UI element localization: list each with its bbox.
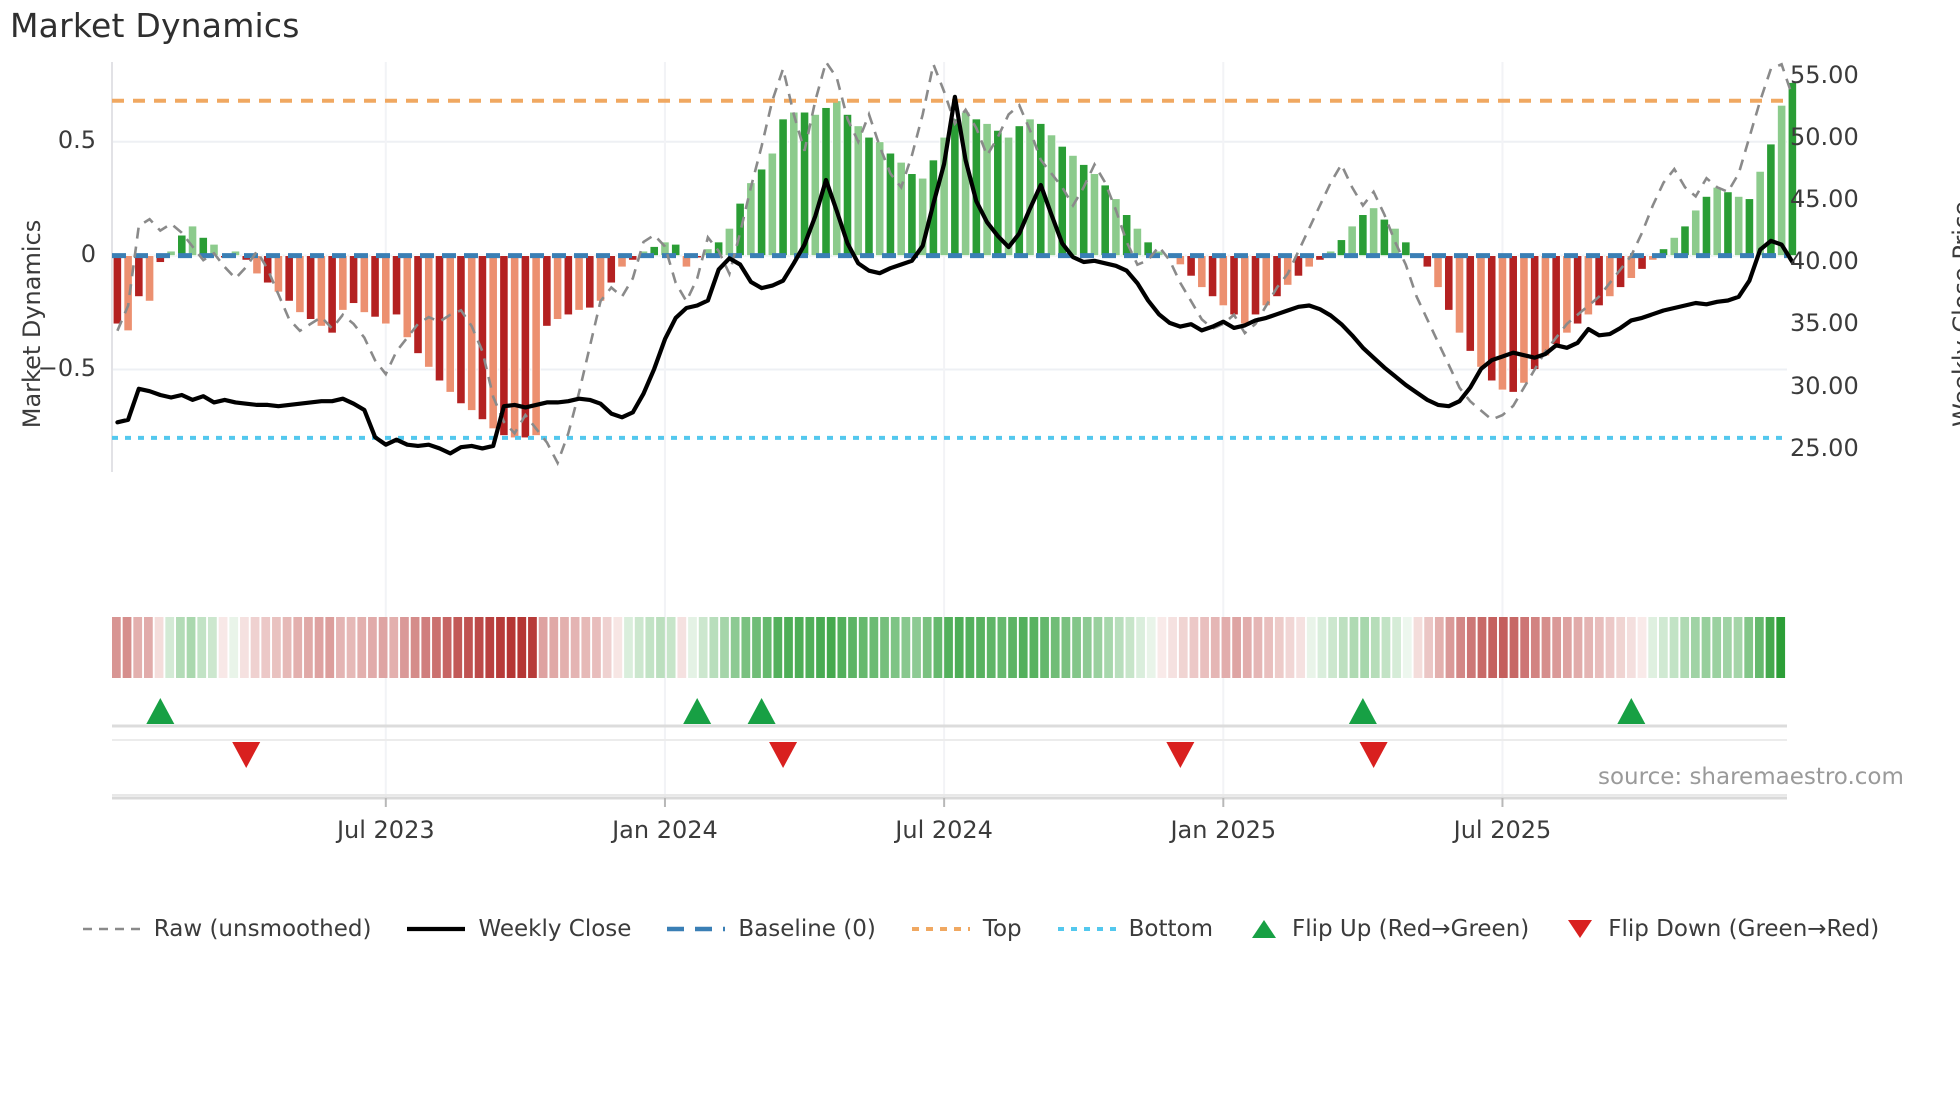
legend-item[interactable]: Baseline (0) bbox=[665, 916, 876, 942]
solid-black-line-icon bbox=[405, 918, 467, 940]
legend-label: Bottom bbox=[1128, 916, 1214, 942]
right-axis-tick: 35.00 bbox=[1790, 309, 1859, 338]
legend-label: Flip Up (Red→Green) bbox=[1292, 916, 1530, 942]
bottom-axis-tick: Jan 2024 bbox=[612, 816, 718, 844]
left-axis-tick: 0 bbox=[80, 239, 96, 268]
legend-label: Weekly Close bbox=[478, 916, 632, 942]
flip-up-marker bbox=[1617, 698, 1646, 724]
right-axis-tick: 40.00 bbox=[1790, 247, 1859, 276]
dotted-orange-line-icon bbox=[910, 918, 972, 940]
flip-up-marker bbox=[747, 698, 776, 724]
legend-item[interactable]: Flip Up (Red→Green) bbox=[1247, 916, 1529, 942]
chart-legend: Raw (unsmoothed) Weekly Close Baseline (0)… bbox=[0, 916, 1960, 942]
right-axis-tick: 25.00 bbox=[1790, 433, 1859, 462]
right-axis-tick: 30.00 bbox=[1790, 371, 1859, 400]
right-axis-tick: 55.00 bbox=[1790, 60, 1859, 89]
flip-down-marker bbox=[1359, 742, 1388, 768]
source-note: source: sharemaestro.com bbox=[1598, 764, 1904, 790]
left-axis-tick: 0.5 bbox=[57, 125, 96, 154]
left-axis-title: Market Dynamics bbox=[18, 219, 46, 429]
legend-item[interactable]: Flip Down (Green→Red) bbox=[1563, 916, 1879, 942]
bottom-axis-tick: Jan 2025 bbox=[1170, 816, 1277, 844]
flip-up-marker bbox=[683, 698, 712, 724]
legend-item[interactable]: Weekly Close bbox=[405, 916, 631, 942]
legend-label: Flip Down (Green→Red) bbox=[1608, 916, 1880, 942]
down-triangle-red-icon bbox=[1563, 918, 1597, 940]
up-triangle-green-icon bbox=[1247, 918, 1281, 940]
flip-up-marker bbox=[146, 698, 175, 724]
right-axis-tick: 45.00 bbox=[1790, 185, 1859, 214]
legend-label: Baseline (0) bbox=[738, 916, 876, 942]
bottom-axis-tick: Jul 2024 bbox=[895, 816, 993, 844]
dotted-cyan-line-icon bbox=[1056, 918, 1118, 940]
dashed-blue-line-icon bbox=[665, 918, 727, 940]
flip-down-marker bbox=[232, 742, 261, 768]
flip-up-marker bbox=[1348, 698, 1377, 724]
bottom-axis-tick: Jul 2025 bbox=[1453, 816, 1552, 844]
legend-label: Top bbox=[982, 916, 1022, 942]
bottom-axis-tick: Jul 2023 bbox=[336, 816, 435, 844]
legend-item[interactable]: Top bbox=[910, 916, 1022, 942]
right-axis-title: Weekly Close Price bbox=[1948, 201, 1960, 427]
page-title: Market Dynamics bbox=[10, 6, 300, 45]
legend-label: Raw (unsmoothed) bbox=[153, 916, 372, 942]
flip-down-marker bbox=[769, 742, 798, 768]
dashed-gray-line-icon bbox=[81, 918, 143, 940]
right-axis-tick: 50.00 bbox=[1790, 123, 1859, 152]
left-axis-tick: −0.5 bbox=[37, 353, 96, 382]
flip-down-marker bbox=[1166, 742, 1195, 768]
legend-item[interactable]: Raw (unsmoothed) bbox=[81, 916, 372, 942]
legend-item[interactable]: Bottom bbox=[1056, 916, 1213, 942]
